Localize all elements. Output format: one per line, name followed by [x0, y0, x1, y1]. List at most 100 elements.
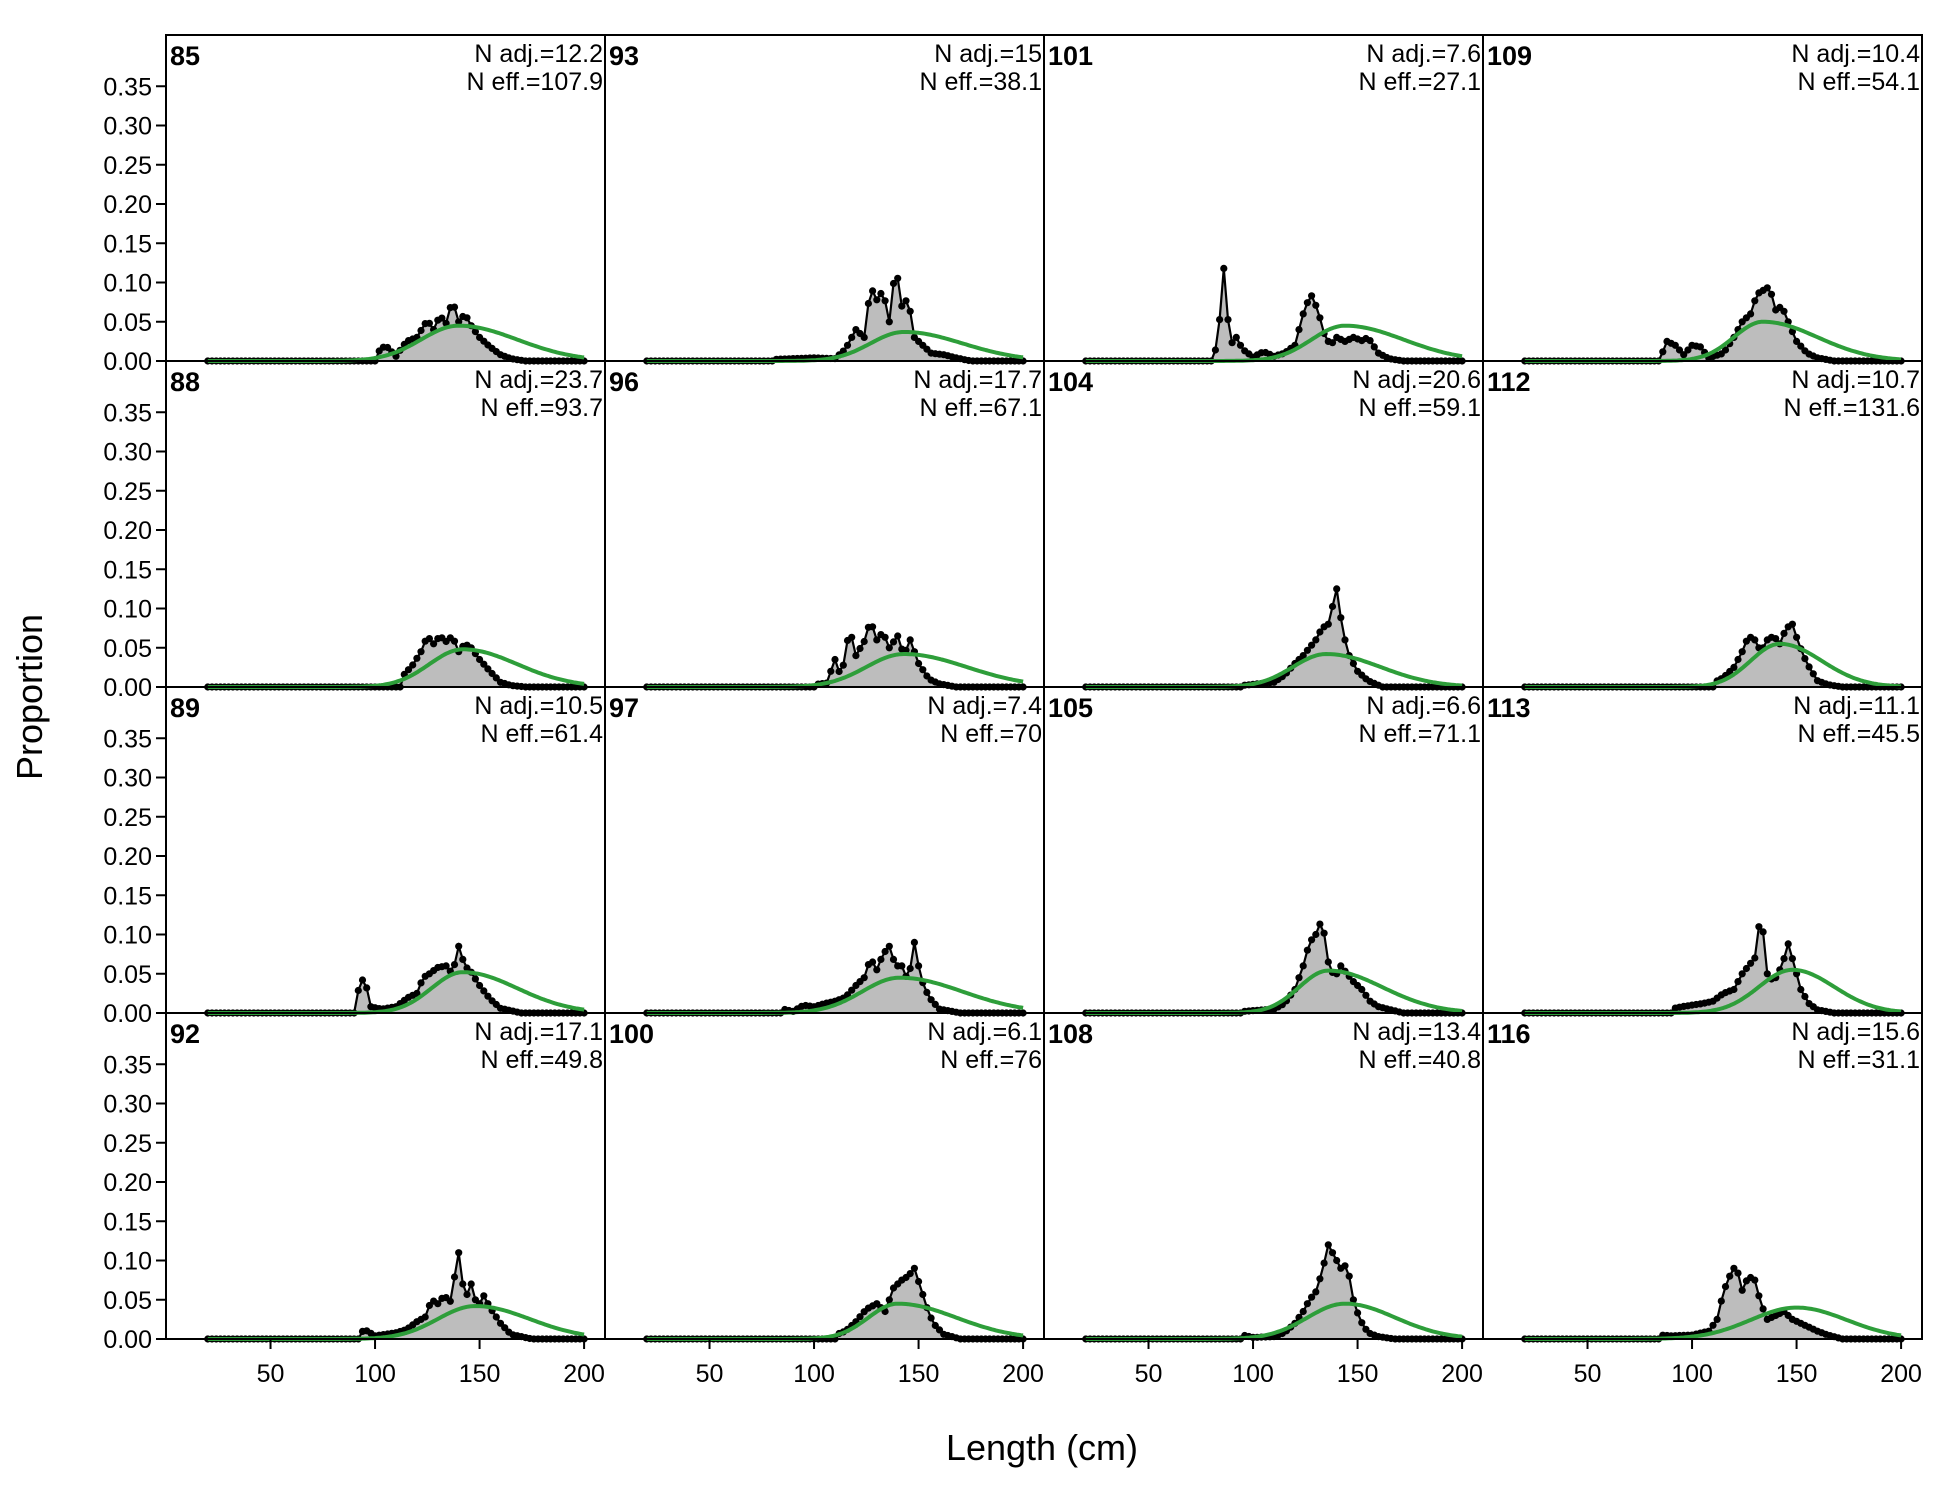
observed-point: [1721, 1283, 1730, 1291]
observed-point: [835, 667, 843, 676]
observed-line: [1524, 622, 1902, 689]
observed-point: [1299, 652, 1307, 660]
n-adj-label: N adj.=10.5: [474, 692, 603, 720]
x-tick-label: 150: [1337, 1360, 1379, 1388]
n-adj-label: N adj.=7.6: [1366, 40, 1481, 68]
panel-96: 96 N adj.=17.7N eff.=67.1: [604, 360, 1045, 691]
observed-point: [906, 307, 914, 315]
observed-point: [1717, 1297, 1725, 1305]
observed-point: [450, 637, 459, 645]
y-axis-title: Proportion: [9, 614, 50, 780]
observed-point: [1805, 663, 1813, 671]
observed-point: [860, 974, 868, 982]
n-adj-label: N adj.=17.7: [913, 366, 1042, 394]
panel-label: 108: [1048, 1019, 1093, 1049]
observed-point: [442, 962, 450, 970]
x-tick-label: 100: [1671, 1360, 1713, 1388]
observed-point: [931, 1000, 939, 1009]
observed-point: [1224, 316, 1232, 324]
observed-point: [1345, 1272, 1353, 1280]
observed-point: [1232, 333, 1240, 341]
panel-label: 96: [609, 367, 639, 397]
panel-label: 93: [609, 41, 639, 71]
n-adj-label: N adj.=12.2: [474, 40, 603, 68]
x-tick-label: 100: [793, 1360, 835, 1388]
observed-point: [1738, 1286, 1746, 1294]
panel-label: 88: [170, 367, 200, 397]
n-adj-label: N adj.=20.6: [1352, 366, 1481, 394]
observed-point: [902, 297, 910, 305]
observed-point: [1370, 343, 1378, 351]
observed-point: [417, 648, 425, 656]
panel-116: 116 N adj.=15.6N eff.=31.1 50 100 150 200: [1482, 1012, 1923, 1388]
panel-89: 89 N adj.=10.5N eff.=61.4 0.00 0.05 0.10 0.15…: [103, 686, 606, 1028]
n-adj-label: N adj.=10.4: [1791, 40, 1920, 68]
observed-point: [1751, 954, 1759, 962]
expected-line: [207, 1304, 585, 1341]
observed-point: [417, 326, 425, 335]
observed-point: [476, 655, 484, 664]
panel-label: 109: [1487, 41, 1532, 71]
observed-point: [484, 665, 492, 673]
observed-point: [1709, 1321, 1717, 1329]
panel-92: 92 N adj.=17.1N eff.=49.8 0.00 0.05 0.10 0.15…: [103, 1012, 606, 1388]
expected-line: [1085, 1301, 1463, 1341]
observed-point: [1763, 970, 1771, 978]
observed-point: [1324, 958, 1332, 966]
observed-point: [915, 962, 923, 970]
x-tick-label: 150: [898, 1360, 940, 1388]
observed-point: [898, 962, 906, 970]
observed-point: [881, 947, 889, 956]
observed-point: [463, 314, 471, 322]
panel-97: 97 N adj.=7.4N eff.=70: [604, 686, 1045, 1017]
observed-point: [1780, 307, 1788, 315]
observed-point: [927, 1314, 935, 1322]
observed-point: [1784, 940, 1792, 948]
observed-point: [1671, 341, 1679, 349]
y-tick-label: 0.25: [103, 1130, 152, 1158]
observed-point: [1308, 936, 1316, 944]
y-tick-label: 0.30: [103, 765, 152, 793]
observed-point: [919, 666, 927, 674]
x-tick-label: 200: [1441, 1360, 1483, 1388]
y-tick-label: 0.10: [103, 270, 152, 298]
observed-point: [354, 986, 362, 995]
observed-point: [1759, 928, 1767, 936]
observed-point: [843, 341, 852, 349]
y-tick-label: 0.30: [103, 1091, 152, 1119]
y-tick-label: 0.10: [103, 1248, 152, 1276]
observed-point: [1303, 946, 1311, 954]
observed-point: [885, 644, 893, 652]
observed-point: [1780, 629, 1788, 638]
n-eff-label: N eff.=31.1: [1797, 1046, 1920, 1074]
observed-point: [1801, 655, 1809, 663]
y-tick-label: 0.10: [103, 596, 152, 624]
n-eff-label: N eff.=38.1: [919, 68, 1042, 96]
observed-point: [480, 1292, 488, 1300]
observed-point: [358, 976, 367, 984]
y-tick-label: 0.20: [103, 843, 152, 871]
y-tick-label: 0.35: [103, 725, 152, 753]
y-tick-label: 0.15: [103, 1208, 152, 1236]
observed-point: [1358, 985, 1366, 994]
panel-100: 100 N adj.=6.1N eff.=76 50 100 150 200: [604, 1012, 1045, 1388]
observed-point: [898, 302, 906, 310]
observed-point: [910, 938, 919, 947]
observed-line: [207, 942, 585, 1015]
observed-point: [1747, 310, 1755, 318]
y-tick-label: 0.30: [103, 113, 152, 141]
n-eff-label: N eff.=49.8: [480, 1046, 603, 1074]
n-eff-label: N eff.=59.1: [1358, 394, 1481, 422]
observed-line: [1085, 588, 1463, 689]
observed-point: [910, 1264, 919, 1272]
observed-point: [1751, 297, 1759, 305]
observed-point: [1734, 978, 1742, 986]
observed-point: [480, 987, 488, 995]
panel-frame: [1482, 1012, 1923, 1340]
panel-label: 113: [1487, 693, 1531, 723]
observed-point: [1303, 646, 1311, 654]
observed-point: [1312, 930, 1320, 939]
panel-112: 112 N adj.=10.7N eff.=131.6: [1482, 360, 1923, 691]
observed-point: [889, 638, 898, 646]
